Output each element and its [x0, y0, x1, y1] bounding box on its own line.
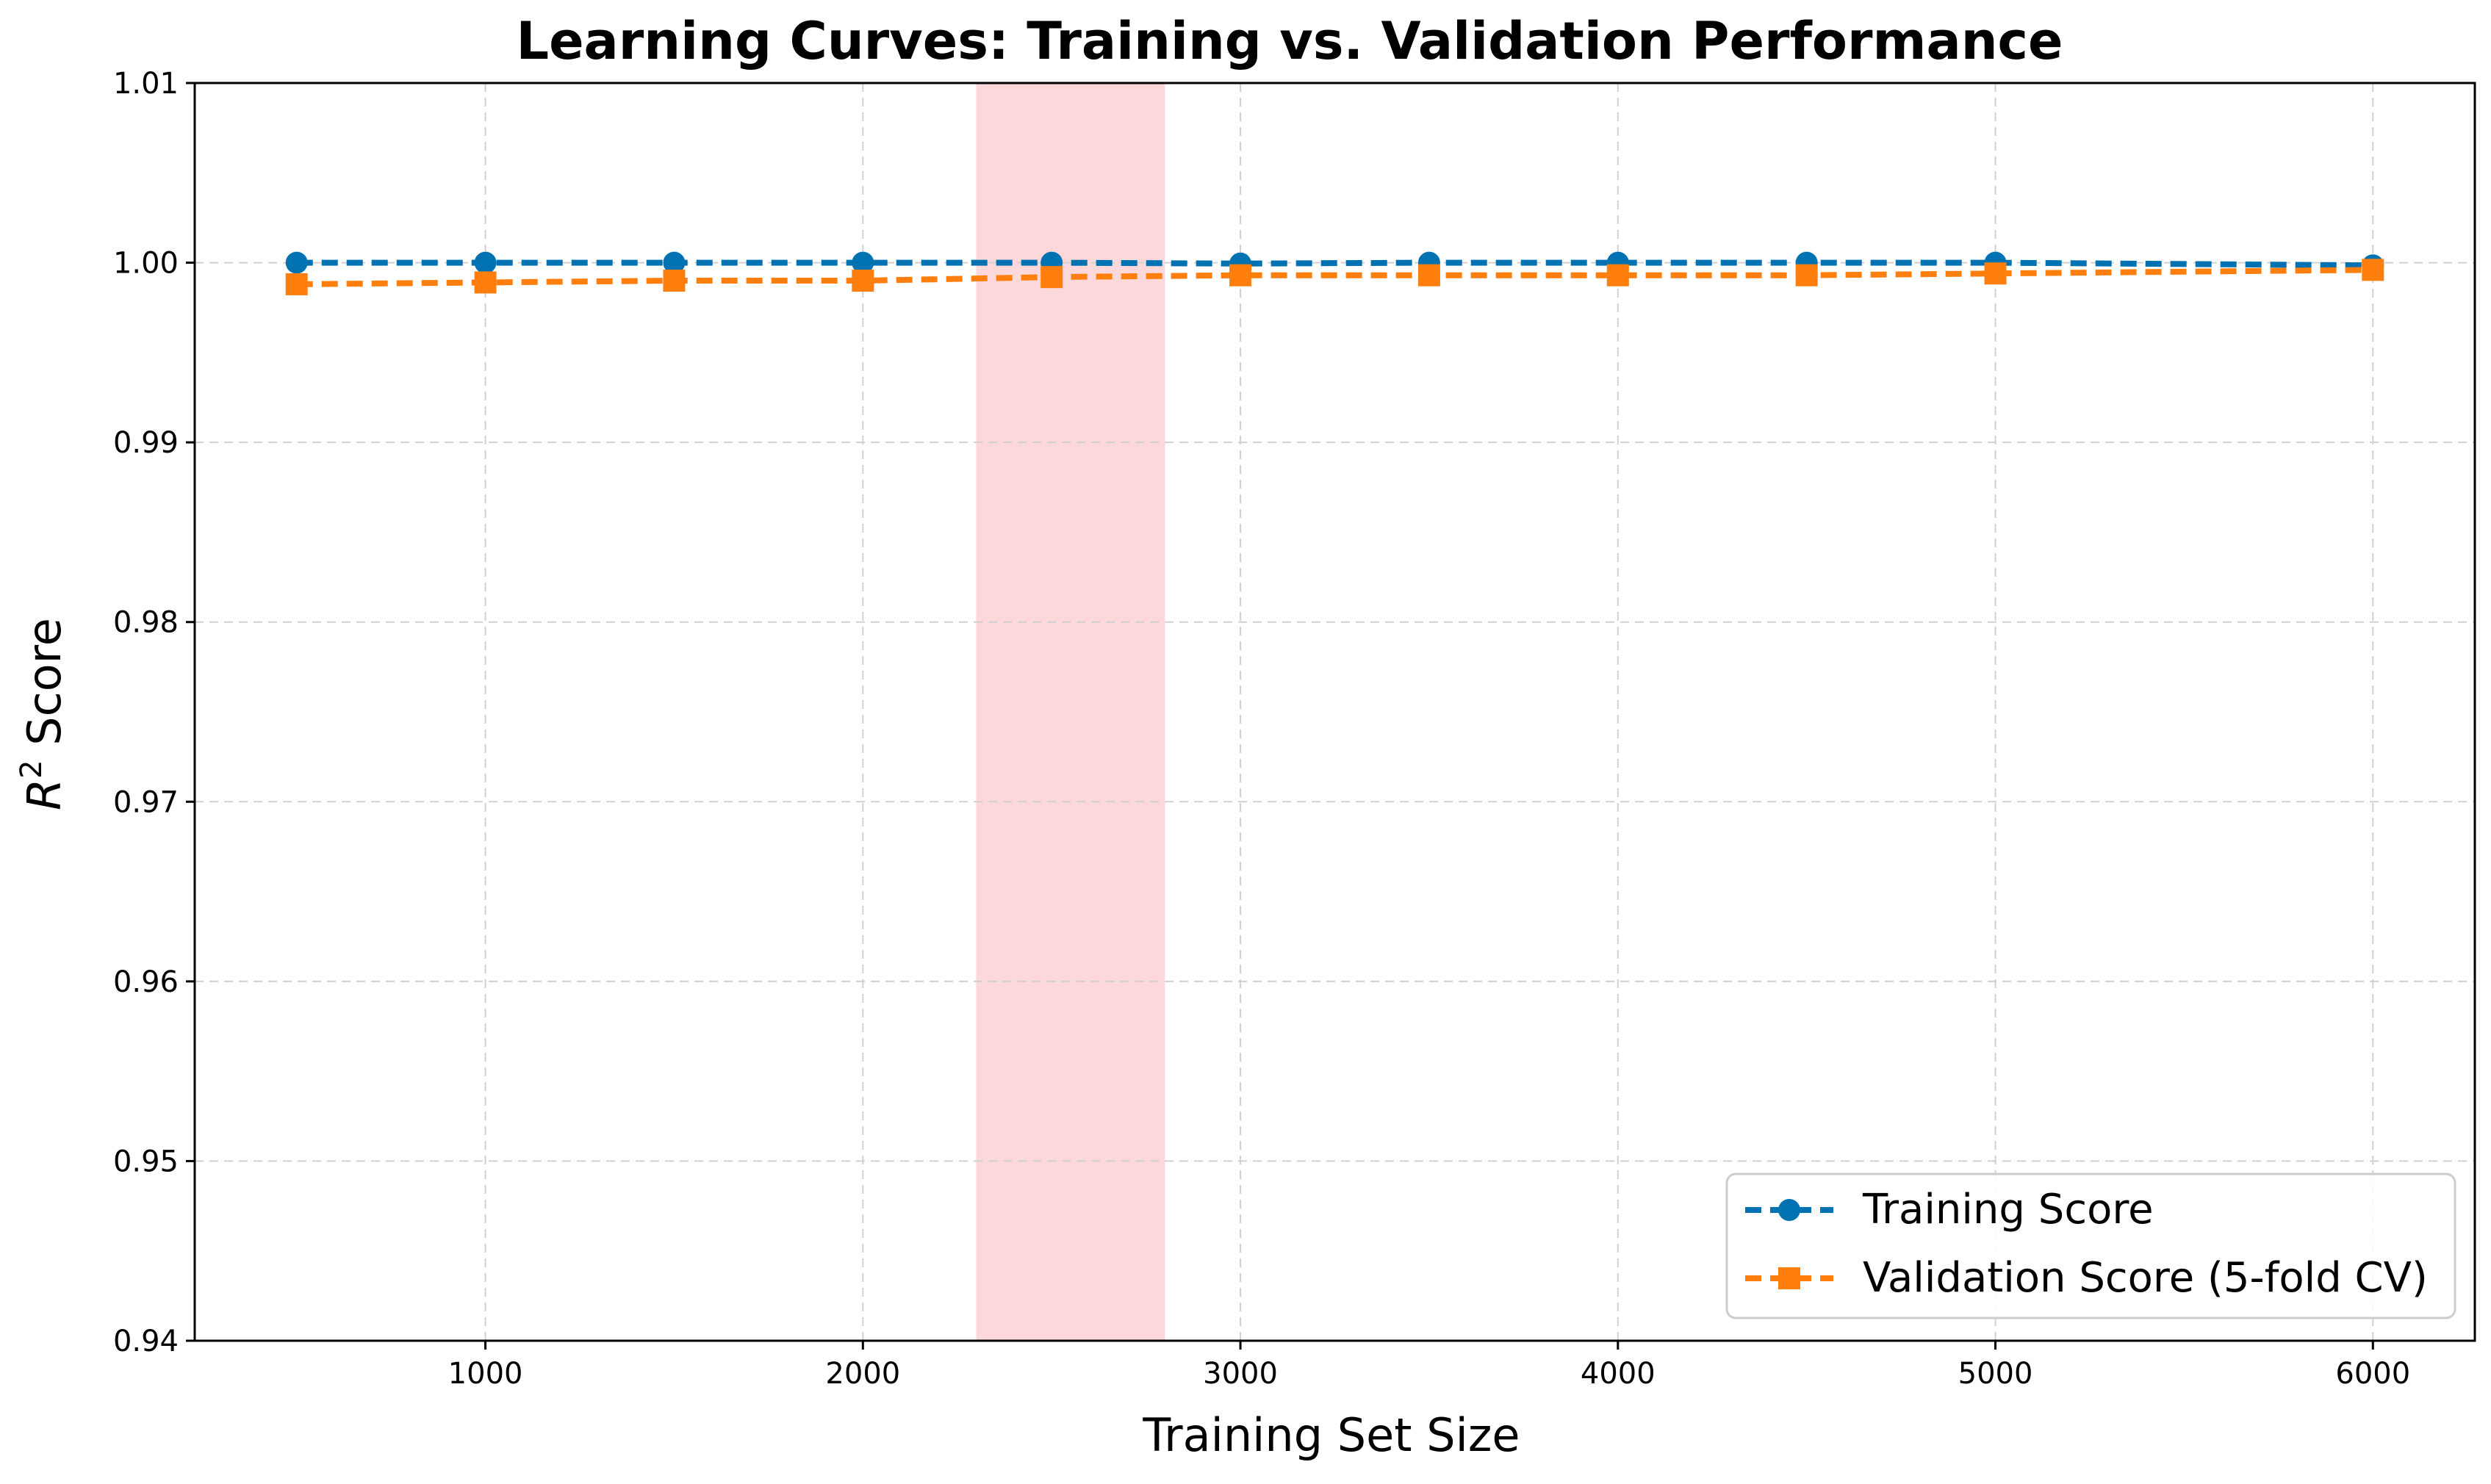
highlight-span: [976, 83, 1165, 1341]
y-axis-label-superscript: 2: [15, 760, 48, 778]
legend-entry-training: Training Score: [1745, 1186, 2154, 1233]
legend-marker-validation: [1778, 1267, 1800, 1289]
data-point-training: [285, 251, 308, 274]
legend-label-validation: Validation Score (5-fold CV): [1863, 1254, 2428, 1302]
y-tick-label: 0.99: [113, 426, 179, 460]
y-axis-label-symbol: R: [18, 779, 71, 810]
data-point-validation: [663, 270, 686, 292]
x-axis-label: Training Set Size: [1142, 1408, 1520, 1462]
y-tick-label: 0.97: [113, 785, 179, 819]
y-tick-label: 1.00: [113, 247, 179, 281]
y-axis-label: R2 Score: [15, 618, 71, 810]
data-point-validation: [474, 271, 497, 294]
legend-label-training: Training Score: [1862, 1186, 2154, 1233]
x-tick-label: 5000: [1958, 1357, 2033, 1391]
series-line-validation: [296, 267, 2373, 287]
data-point-validation: [1040, 266, 1063, 289]
data-point-validation: [1606, 264, 1629, 287]
y-tick-label: 0.94: [113, 1325, 179, 1358]
data-point-validation: [852, 270, 874, 292]
data-point-validation: [1229, 264, 1252, 287]
data-point-validation: [285, 273, 308, 295]
legend-marker-training: [1778, 1199, 1800, 1221]
data-point-validation: [1984, 262, 2007, 285]
data-point-validation: [2362, 259, 2384, 281]
x-tick-label: 4000: [1581, 1357, 1656, 1391]
x-tick-label: 1000: [448, 1357, 523, 1391]
data-point-validation: [1417, 264, 1440, 287]
plot-frame: [193, 82, 2476, 1342]
data-point-training: [663, 251, 686, 274]
y-tick-label: 1.01: [113, 67, 179, 101]
data-point-training: [474, 251, 497, 274]
y-tick-label: 0.96: [113, 965, 179, 999]
y-axis-label-text: Score: [18, 618, 71, 760]
x-tick-label: 3000: [1203, 1357, 1278, 1391]
data-point-validation: [1795, 264, 1818, 287]
x-tick-label: 6000: [2335, 1357, 2410, 1391]
legend-entry-validation: Validation Score (5-fold CV): [1745, 1254, 2428, 1302]
y-tick-label: 0.98: [113, 606, 179, 640]
series-line-training: [296, 259, 2373, 269]
x-tick-label: 2000: [825, 1357, 900, 1391]
y-tick-label: 0.95: [113, 1145, 179, 1178]
chart-title: Learning Curves: Training vs. Validation…: [516, 11, 2063, 71]
data-point-training: [852, 251, 874, 274]
legend: Training Score Validation Score (5-fold …: [1725, 1173, 2456, 1319]
legend-box: [1725, 1173, 2456, 1319]
